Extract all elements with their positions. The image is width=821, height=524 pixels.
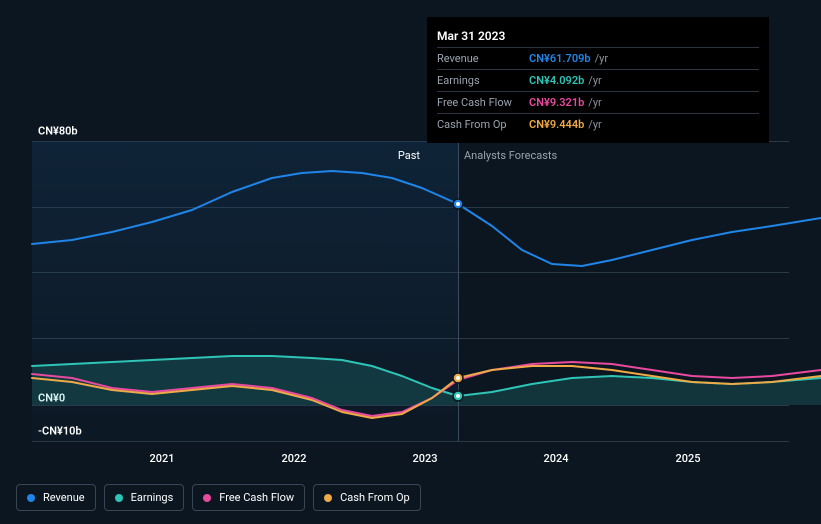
chart-tooltip: Mar 31 2023 RevenueCN¥61.709b/yrEarnings… xyxy=(427,17,769,143)
tooltip-unit: /yr xyxy=(595,53,608,64)
cursor-marker-dot xyxy=(456,202,460,206)
tooltip-metric-value: CN¥61.709b xyxy=(529,53,591,64)
x-axis-label: 2024 xyxy=(543,452,568,465)
tooltip-metric-value: CN¥9.444b xyxy=(529,119,584,130)
tooltip-metric-label: Free Cash Flow xyxy=(437,97,529,108)
tooltip-metric-value: CN¥9.321b xyxy=(529,97,584,108)
tooltip-row: RevenueCN¥61.709b/yr xyxy=(437,47,759,69)
tooltip-unit: /yr xyxy=(588,119,601,130)
tooltip-metric-value: CN¥4.092b xyxy=(529,75,584,86)
tooltip-row: Free Cash FlowCN¥9.321b/yr xyxy=(437,91,759,113)
legend-label: Revenue xyxy=(43,491,85,504)
cursor-marker-dot xyxy=(456,376,460,380)
legend-dot-icon xyxy=(203,494,211,502)
legend-item[interactable]: Free Cash Flow xyxy=(192,484,305,511)
legend-item[interactable]: Cash From Op xyxy=(313,484,421,511)
tooltip-row: Cash From OpCN¥9.444b/yr xyxy=(437,113,759,135)
legend-item[interactable]: Revenue xyxy=(16,484,96,511)
x-axis-label: 2021 xyxy=(149,452,174,465)
legend-dot-icon xyxy=(27,494,35,502)
financials-chart: CN¥80bCN¥0-CN¥10b Past Analysts Forecast… xyxy=(16,0,805,524)
legend-dot-icon xyxy=(115,494,123,502)
tooltip-unit: /yr xyxy=(588,97,601,108)
cursor-marker-dot xyxy=(456,394,460,398)
x-axis-label: 2025 xyxy=(675,452,700,465)
tooltip-metric-label: Cash From Op xyxy=(437,119,529,130)
tooltip-metric-label: Earnings xyxy=(437,75,529,86)
tooltip-metric-label: Revenue xyxy=(437,53,529,64)
legend-dot-icon xyxy=(324,494,332,502)
legend-item[interactable]: Earnings xyxy=(104,484,185,511)
earnings-area xyxy=(32,356,821,405)
tooltip-row: EarningsCN¥4.092b/yr xyxy=(437,69,759,91)
legend-label: Earnings xyxy=(131,491,174,504)
tooltip-date: Mar 31 2023 xyxy=(437,25,759,47)
series-line-revenue xyxy=(32,171,821,266)
legend-label: Cash From Op xyxy=(340,491,410,504)
tooltip-unit: /yr xyxy=(588,75,601,86)
legend-label: Free Cash Flow xyxy=(219,491,294,504)
chart-legend: Revenue Earnings Free Cash Flow Cash From O… xyxy=(16,484,421,511)
x-axis-label: 2023 xyxy=(412,452,437,465)
x-axis-label: 2022 xyxy=(281,452,306,465)
